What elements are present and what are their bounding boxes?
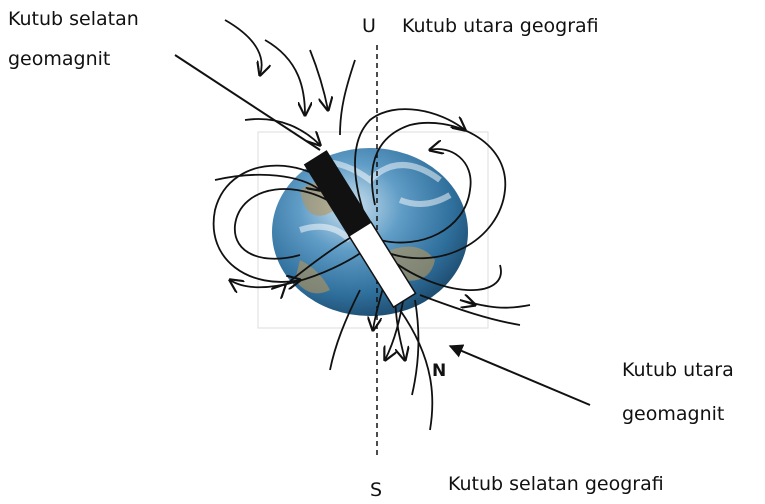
label: Kutub utara geografi — [402, 15, 599, 37]
bar-magnet — [303, 150, 417, 309]
label: geomagnit — [8, 48, 110, 70]
pointer-arrow — [448, 344, 591, 406]
label: geomagnit — [622, 403, 724, 425]
pointer-line — [174, 54, 321, 151]
label: Kutub utara — [622, 359, 734, 381]
label: S — [370, 479, 382, 501]
label: Kutub selatan geografi — [448, 473, 664, 495]
label: Kutub selatan — [8, 8, 139, 30]
label: U — [362, 15, 376, 37]
label: N — [432, 361, 446, 381]
